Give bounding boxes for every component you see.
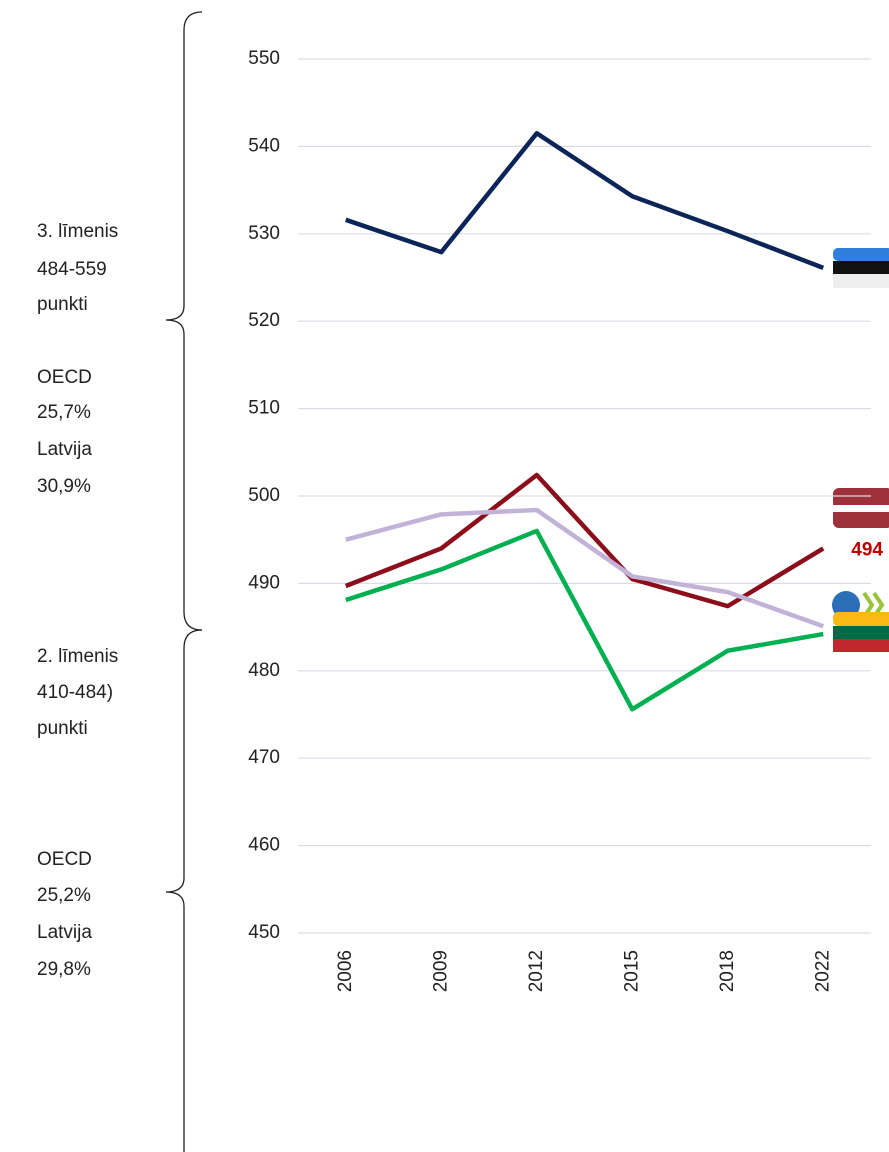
- x-tick-label: 2009: [430, 950, 451, 992]
- y-tick-label: 510: [248, 398, 280, 419]
- line: [345, 507, 825, 629]
- annotation: 25,7%: [37, 402, 91, 423]
- y-tick-label: 480: [248, 660, 280, 681]
- annotation: OECD: [37, 367, 92, 388]
- annotation: punkti: [37, 294, 88, 315]
- annotation: 410-484): [37, 682, 113, 703]
- y-tick-label: 530: [248, 223, 280, 244]
- x-tick-label: 2022: [812, 950, 833, 992]
- annotation: punkti: [37, 718, 88, 739]
- annotation: OECD: [37, 849, 92, 870]
- annotation: Latvija: [37, 922, 92, 943]
- annotation: 30,9%: [37, 476, 91, 497]
- annotation: 484-559: [37, 259, 107, 280]
- y-tick-label: 470: [248, 747, 280, 768]
- line: [345, 131, 825, 270]
- y-tick-label: 500: [248, 485, 280, 506]
- annotation: Latvija: [37, 439, 92, 460]
- annotation: 25,2%: [37, 885, 91, 906]
- data-label: 494: [851, 539, 883, 560]
- annotation: 3. līmenis: [37, 221, 118, 242]
- flag-lithuania: [833, 612, 889, 652]
- flag-estonia: [833, 248, 889, 288]
- x-tick-label: 2015: [621, 950, 642, 992]
- annotation: 2. līmenis: [37, 646, 118, 667]
- brace: [165, 629, 203, 1152]
- x-tick-label: 2012: [526, 950, 547, 992]
- line: [345, 528, 824, 712]
- x-tick-label: 2018: [717, 950, 738, 992]
- annotation: 29,8%: [37, 959, 91, 980]
- x-tick-label: 2006: [335, 950, 356, 992]
- brace: [165, 11, 203, 631]
- y-tick-label: 550: [248, 48, 280, 69]
- y-tick-label: 490: [248, 572, 280, 593]
- y-tick-label: 460: [248, 835, 280, 856]
- y-tick-label: 540: [248, 135, 280, 156]
- y-tick-label: 520: [248, 310, 280, 331]
- flag-latvia: [833, 488, 889, 528]
- y-tick-label: 450: [248, 922, 280, 943]
